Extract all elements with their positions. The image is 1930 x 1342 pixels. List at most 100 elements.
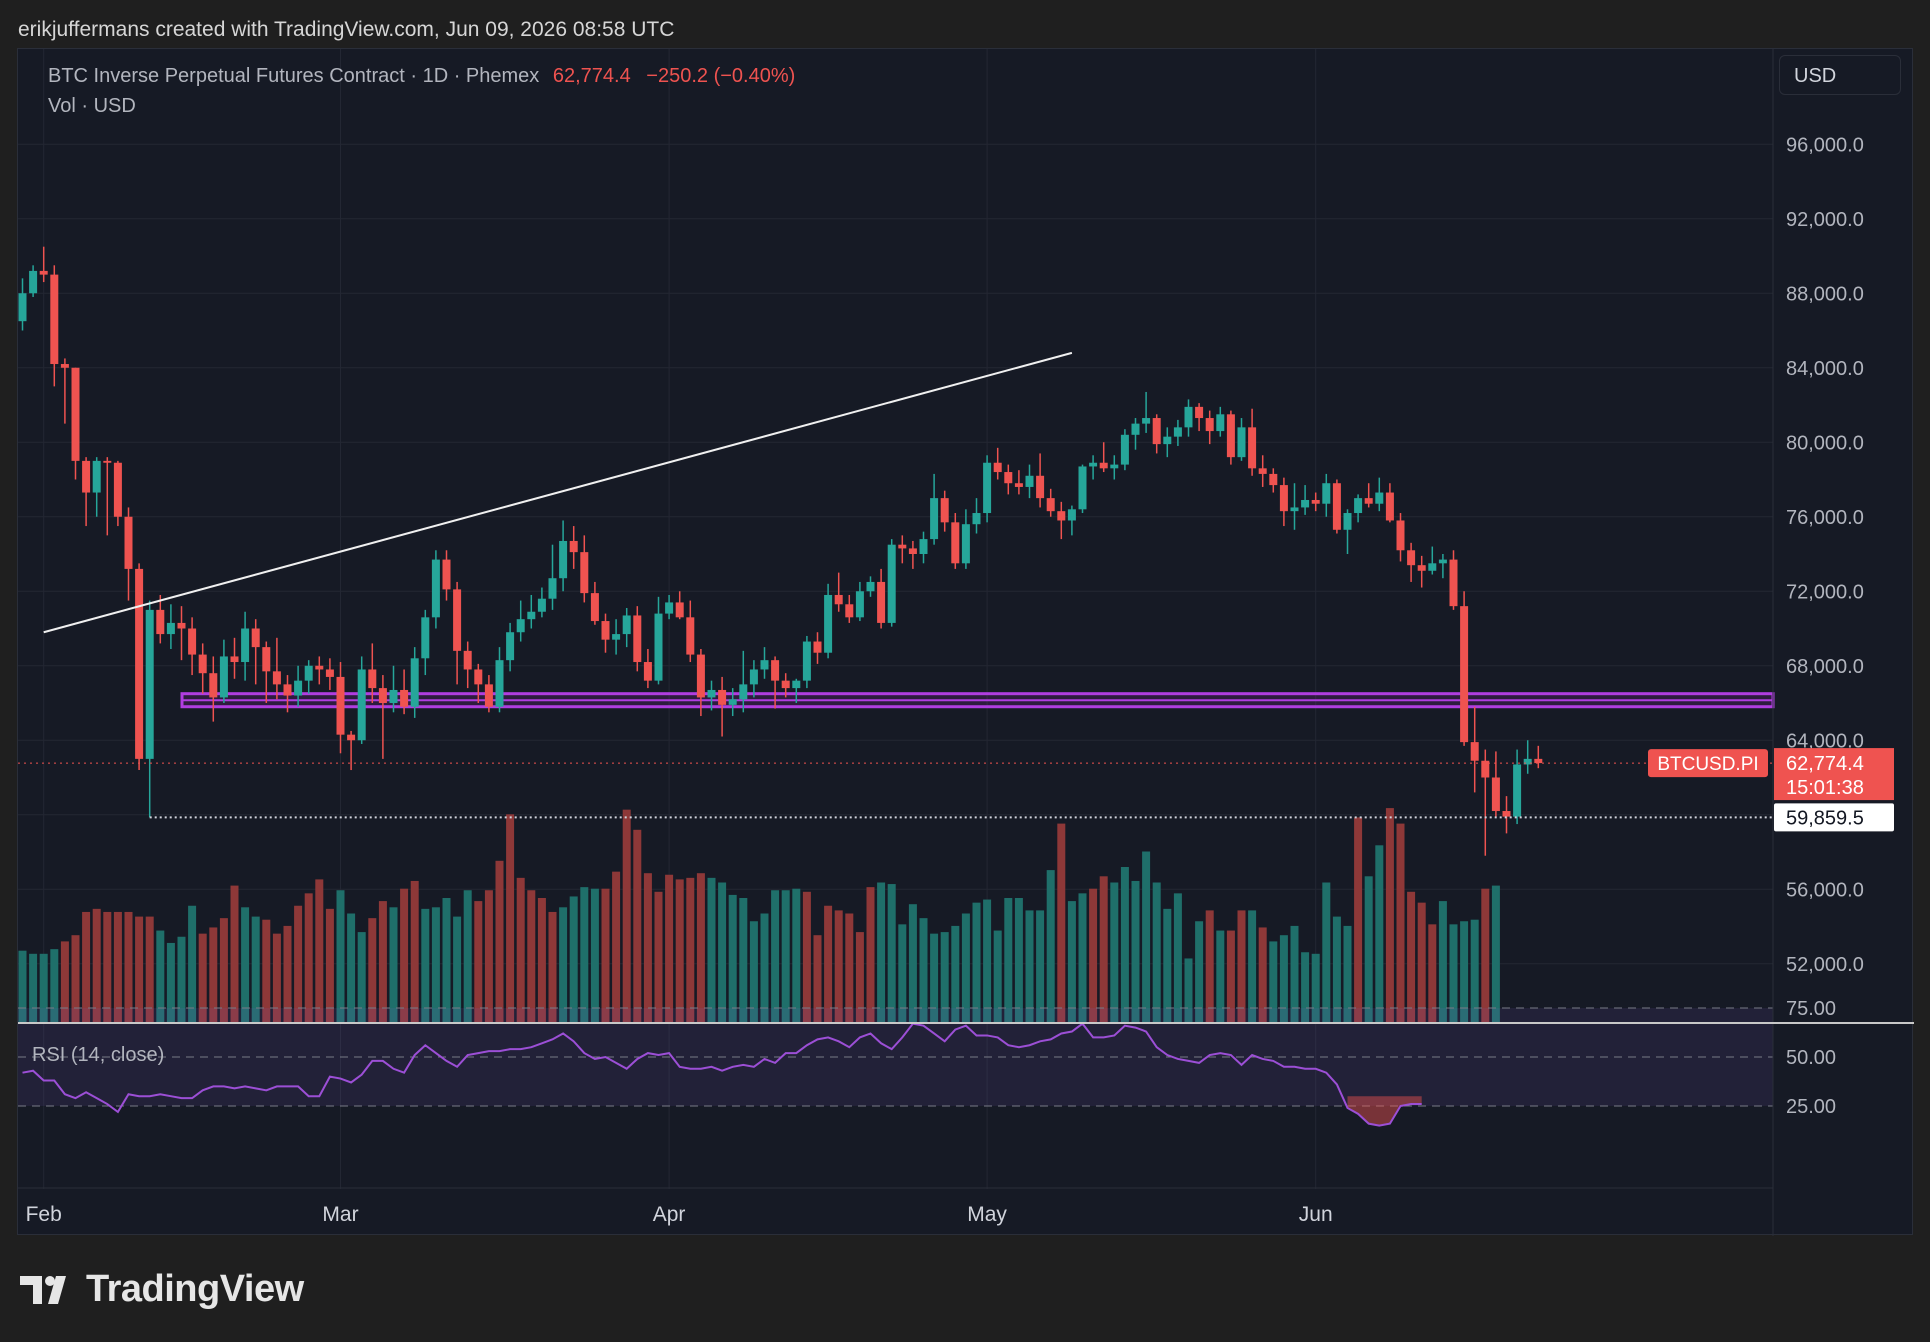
candle-body [983, 462, 992, 514]
candle-body [230, 656, 239, 663]
candle-body [431, 559, 440, 618]
candle-body [877, 581, 886, 623]
rsi-legend[interactable]: RSI (14, close) [32, 1044, 165, 1066]
tradingview-logo[interactable]: TradingView [20, 1268, 304, 1311]
candle-body [654, 613, 663, 681]
candle-body [1184, 406, 1193, 428]
volume-bar [707, 877, 716, 1022]
volume-bar [898, 924, 907, 1022]
volume-legend[interactable]: Vol · USD [48, 95, 136, 117]
volume-bar [877, 882, 886, 1022]
volume-bar [209, 927, 218, 1022]
candle-body [442, 559, 451, 590]
candle-body [601, 621, 610, 640]
candle-body [113, 462, 122, 517]
volume-bar [1428, 924, 1437, 1022]
volume-bar [421, 908, 430, 1022]
candle-body [156, 609, 165, 635]
volume-bar [1237, 910, 1246, 1022]
candle-body [103, 460, 112, 463]
candle-body [39, 270, 48, 275]
candle-body [675, 602, 684, 618]
candle-body [792, 680, 801, 689]
volume-bar [1163, 908, 1172, 1022]
candle-body [1523, 758, 1532, 765]
candle-body [92, 460, 101, 493]
legend-main: BTC Inverse Perpetual Futures Contract ·… [48, 65, 795, 88]
volume-bar [1110, 882, 1119, 1022]
volume-bar [304, 893, 313, 1022]
support-zone [180, 692, 1775, 709]
y-tick-label: 76,000.0 [1786, 507, 1864, 529]
candle-body [1375, 492, 1384, 504]
volume-bar [601, 888, 610, 1022]
volume-bar [1057, 823, 1066, 1022]
volume-bar [580, 887, 589, 1022]
rsi-pane: 75.00 50.00 25.00 [18, 998, 1836, 1127]
volume-bar [622, 809, 631, 1022]
candle-body [569, 540, 578, 553]
candle-body [1311, 499, 1320, 504]
price-chart[interactable]: 75.00 50.00 25.00 96,000.0 92,000.0 88,000.0… [18, 49, 1914, 1236]
candle-body [1354, 498, 1363, 514]
countdown-tag: 15:01:38 [1786, 777, 1864, 799]
candle-body [410, 658, 419, 707]
volume-bar [1152, 882, 1161, 1022]
candle-body [845, 604, 854, 618]
volume-bar [294, 905, 303, 1022]
candle-body [940, 498, 949, 523]
candle-body [813, 641, 822, 653]
volume-bar [495, 860, 504, 1022]
candle-body [760, 660, 769, 670]
y-tick-label: 88,000.0 [1786, 283, 1864, 305]
volume-bar [1396, 823, 1405, 1022]
symbol-title[interactable]: BTC Inverse Perpetual Futures Contract ·… [48, 65, 540, 87]
volume-bar [336, 890, 345, 1022]
candle-body [1014, 483, 1023, 487]
candle-body [262, 647, 271, 672]
candle-body [1449, 559, 1458, 607]
volume-bar [972, 902, 981, 1022]
volume-bar [1036, 910, 1045, 1022]
candle-body [421, 617, 430, 659]
candle-body [484, 684, 493, 707]
volume-bar [802, 891, 811, 1022]
annotation-lines [18, 351, 1773, 819]
currency-button[interactable]: USD [1779, 55, 1901, 95]
candle-body [1343, 513, 1352, 530]
volume-bar [1089, 888, 1098, 1022]
candle-body [527, 611, 536, 620]
volume-bar [506, 814, 515, 1022]
volume-bar [813, 935, 822, 1022]
candle-body [219, 656, 228, 698]
volume-bar [781, 890, 790, 1022]
volume-bar [1184, 958, 1193, 1022]
volume-bar [1025, 910, 1034, 1022]
x-tick-label: Apr [653, 1203, 686, 1226]
price-tags: BTCUSD.PI 62,774.415:01:38 59,859.5 [1648, 748, 1894, 832]
chart-panel[interactable]: 75.00 50.00 25.00 96,000.0 92,000.0 88,000.0… [17, 48, 1914, 1236]
volume-bar [442, 898, 451, 1022]
candle-body [802, 641, 811, 681]
candle-body [1078, 466, 1087, 510]
candle-body [580, 552, 589, 594]
volume-bar [1173, 893, 1182, 1022]
candle-body [251, 628, 260, 648]
volume-bar [463, 890, 472, 1022]
candle-body [537, 598, 546, 612]
candle-body [728, 699, 737, 705]
volume-bars [18, 808, 1500, 1022]
volume-bar [961, 913, 970, 1022]
candle-body [378, 688, 387, 703]
volume-bar [696, 873, 705, 1022]
volume-bar [930, 933, 939, 1022]
candle-body [749, 669, 758, 685]
volume-bar [1343, 925, 1352, 1022]
candle-body [1110, 464, 1119, 469]
volume-bar [739, 898, 748, 1022]
candle-body [855, 591, 864, 618]
volume-bar [474, 901, 483, 1022]
volume-bar [718, 882, 727, 1022]
volume-bar [983, 899, 992, 1022]
volume-bar [1142, 851, 1151, 1022]
